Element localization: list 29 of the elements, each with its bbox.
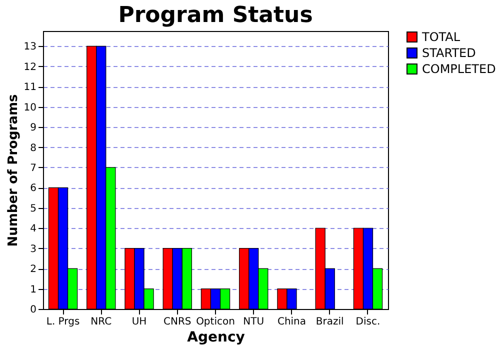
y-tick-label: 8 xyxy=(30,142,36,154)
x-tick-label: NRC xyxy=(90,316,112,328)
y-tick-label: 0 xyxy=(30,304,36,316)
x-tick-label: NTU xyxy=(243,316,264,328)
y-tick-label: 10 xyxy=(24,102,36,114)
y-tick-label: 4 xyxy=(30,224,36,235)
y-tick-label: 12 xyxy=(24,62,36,73)
y-tick-label: 11 xyxy=(24,82,36,94)
y-tick-label: 5 xyxy=(30,203,36,214)
legend-label: STARTED xyxy=(422,46,476,60)
y-tick-label: 1 xyxy=(30,284,36,296)
y-tick-label: 13 xyxy=(24,42,36,53)
x-tick-label: Disc. xyxy=(356,316,380,328)
chart-title: Program Status xyxy=(118,3,313,28)
y-tick-label: 3 xyxy=(30,244,36,255)
x-tick-label: China xyxy=(277,316,306,328)
y-tick-label: 9 xyxy=(30,122,36,134)
legend-label: COMPLETED xyxy=(422,62,496,76)
x-tick-label: UH xyxy=(132,316,147,328)
x-tick-label: Brazil xyxy=(316,316,344,328)
y-tick-label: 7 xyxy=(30,162,36,174)
y-tick-label: 2 xyxy=(30,264,36,276)
legend-label: TOTAL xyxy=(421,30,460,44)
x-tick-label: CNRS xyxy=(163,316,192,328)
y-axis-title: Number of Programs xyxy=(6,94,21,247)
x-tick-label: L. Prgs xyxy=(46,316,80,328)
x-axis-title: Agency xyxy=(187,330,245,346)
y-tick-label: 6 xyxy=(30,183,36,194)
x-tick-label: Opticon xyxy=(196,316,235,328)
